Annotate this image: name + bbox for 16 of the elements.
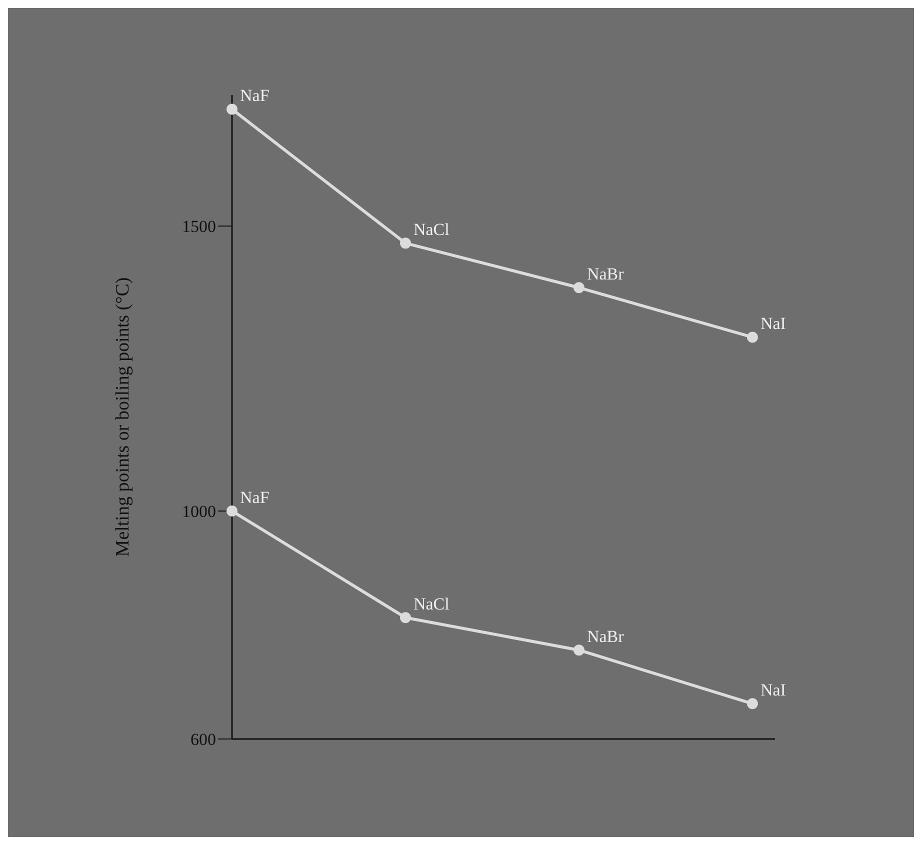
category-label: NaBr [586,627,624,646]
point [573,282,584,294]
point [746,698,758,710]
category-label: NaF [240,488,270,508]
point [573,644,584,656]
y-axis-title: Melting points or boiling points (°C) [112,277,134,557]
y-tick-label: 600 [190,730,216,750]
point [226,104,238,115]
point [746,332,758,343]
point [400,612,411,624]
point [400,238,411,249]
category-label: NaI [760,680,786,700]
y-tick-label: 1500 [182,217,216,236]
y-tick-label: 1000 [182,502,216,522]
category-label: NaCl [413,594,450,614]
point [226,506,238,517]
